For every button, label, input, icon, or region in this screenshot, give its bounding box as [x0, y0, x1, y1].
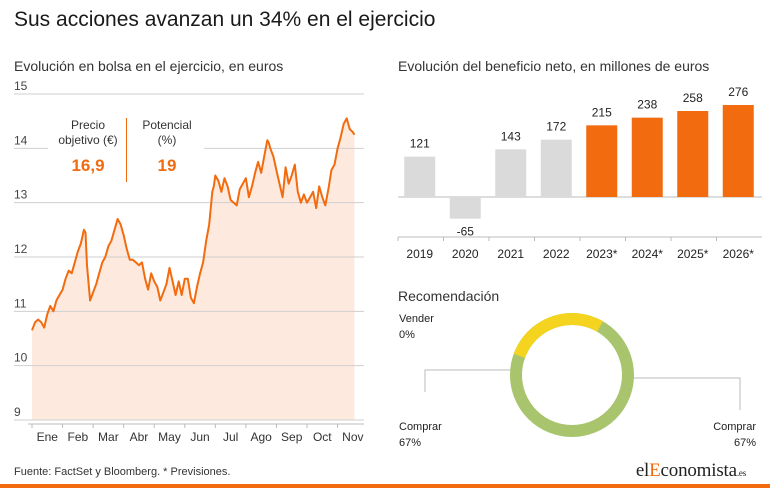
rec-donut-hold [513, 313, 603, 359]
rec-sell-label: Vender 0% [399, 311, 434, 343]
stock-x-label: Nov [342, 430, 363, 444]
profit-category-label: 2025* [677, 247, 709, 261]
profit-chart-subtitle: Evolución del beneficio neto, en millone… [398, 58, 710, 74]
profit-category-label: 2026* [723, 247, 755, 261]
recommendation-chart [424, 313, 741, 437]
bottom-accent-bar [0, 484, 770, 488]
logo-tld: .es [736, 468, 746, 478]
stock-line [31, 117, 356, 331]
stock-x-label: May [158, 430, 181, 444]
profit-value-label: 258 [683, 91, 703, 105]
recommendation-subtitle: Recomendación [398, 288, 500, 304]
stock-y-tick: 11 [14, 296, 27, 310]
profit-bar [495, 149, 527, 197]
profit-bar [722, 105, 754, 197]
rec-leader-left [424, 369, 512, 392]
rec-sell-pct: 0% [399, 329, 415, 341]
potential-value: 19 [157, 156, 177, 175]
profit-value-label: 215 [592, 105, 612, 119]
potential-label: Potencial (%) [142, 118, 192, 147]
stock-area [32, 118, 355, 421]
stock-x-label: Feb [67, 430, 88, 444]
profit-value-label: -65 [457, 225, 475, 239]
profit-value-label: 238 [637, 98, 657, 112]
stock-y-tick: 12 [14, 242, 28, 256]
price-target-divider [126, 118, 127, 182]
rec-buy-left-pct: 67% [399, 437, 422, 449]
stock-x-label: Jul [223, 430, 238, 444]
profit-category-label: 2022 [543, 247, 570, 261]
profit-value-label: 276 [728, 85, 748, 99]
profit-chart: 121 2019 -65 2020 143 2021 172 2022 215 2023* 238 2… [397, 85, 762, 261]
profit-category-label: 2023* [586, 247, 618, 261]
page-title: Sus acciones avanzan un 34% en el ejerci… [14, 8, 436, 31]
profit-bar [449, 197, 481, 219]
profit-bar [586, 125, 618, 197]
profit-category-label: 2021 [497, 247, 524, 261]
profit-category-label: 2020 [452, 247, 479, 261]
profit-value-label: 143 [501, 129, 521, 143]
stock-y-tick: 14 [14, 133, 28, 147]
profit-category-label: 2019 [406, 247, 433, 261]
stock-x-label: Abr [130, 430, 149, 444]
stock-x-label: Sep [281, 430, 303, 444]
stock-y-tick: 10 [14, 351, 28, 365]
profit-bar [677, 111, 709, 197]
stock-x-label: Jun [190, 430, 209, 444]
logo-prefix: el [635, 460, 650, 481]
brand-logo: elEconomista.es [636, 460, 746, 482]
rec-buy-left-label: Comprar 67% [399, 419, 442, 451]
rec-sell-name: Vender [399, 313, 434, 325]
profit-bar [540, 139, 572, 197]
rec-buy-right-name: Comprar [713, 421, 756, 433]
stock-x-label: Oct [313, 430, 332, 444]
logo-accent: E [649, 460, 661, 481]
stock-x-label: Ago [250, 430, 272, 444]
stock-y-tick: 9 [14, 405, 21, 419]
rec-buy-right-pct: 67% [733, 437, 756, 449]
source-note: Fuente: FactSet y Bloomberg. * Prevision… [14, 466, 231, 478]
price-target-label: Precio objetivo (€) [58, 118, 118, 147]
stock-y-tick: 15 [14, 79, 28, 93]
profit-bar [404, 156, 436, 197]
logo-rest: conomista [660, 460, 737, 481]
stock-x-label: Mar [98, 430, 119, 444]
profit-value-label: 172 [546, 120, 566, 134]
profit-category-label: 2024* [632, 247, 664, 261]
rec-leader-right [632, 377, 741, 410]
profit-bar [631, 117, 663, 197]
stock-x-label: Ene [37, 430, 59, 444]
price-target-value: 16,9 [71, 156, 105, 175]
rec-buy-left-name: Comprar [399, 421, 442, 433]
profit-value-label: 121 [410, 137, 430, 151]
stock-chart-subtitle: Evolución en bolsa en el ejercicio, en e… [14, 58, 284, 74]
rec-buy-right-label: Comprar 67% [713, 419, 756, 451]
stock-y-tick: 13 [14, 188, 28, 202]
